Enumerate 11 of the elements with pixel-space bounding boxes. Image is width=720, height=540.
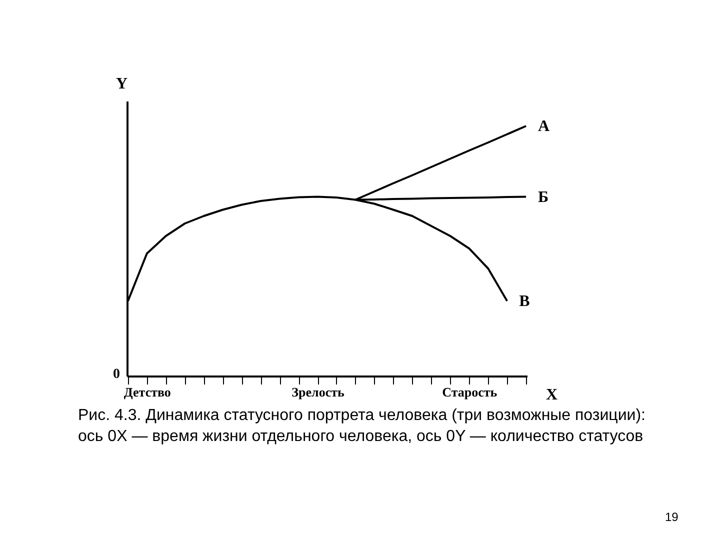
- text: 19: [665, 510, 678, 524]
- x-axis-title: X: [546, 386, 558, 404]
- text: Рис. 4.3. Динамика статусного портрета человека (три возможные позиции): ось 0X — время жизни отдельного человека, ось 0Y — количество статусов: [78, 406, 646, 447]
- series-label: А: [538, 118, 550, 135]
- y-axis-title: Y: [116, 76, 128, 92]
- text: 0: [113, 367, 120, 383]
- series-label: Б: [538, 188, 549, 206]
- x-tick-label: Зрелость: [292, 384, 344, 400]
- x-tick-label: Старость: [442, 384, 498, 400]
- series-label: В: [519, 293, 530, 310]
- x-tick-label: Детство: [124, 384, 171, 400]
